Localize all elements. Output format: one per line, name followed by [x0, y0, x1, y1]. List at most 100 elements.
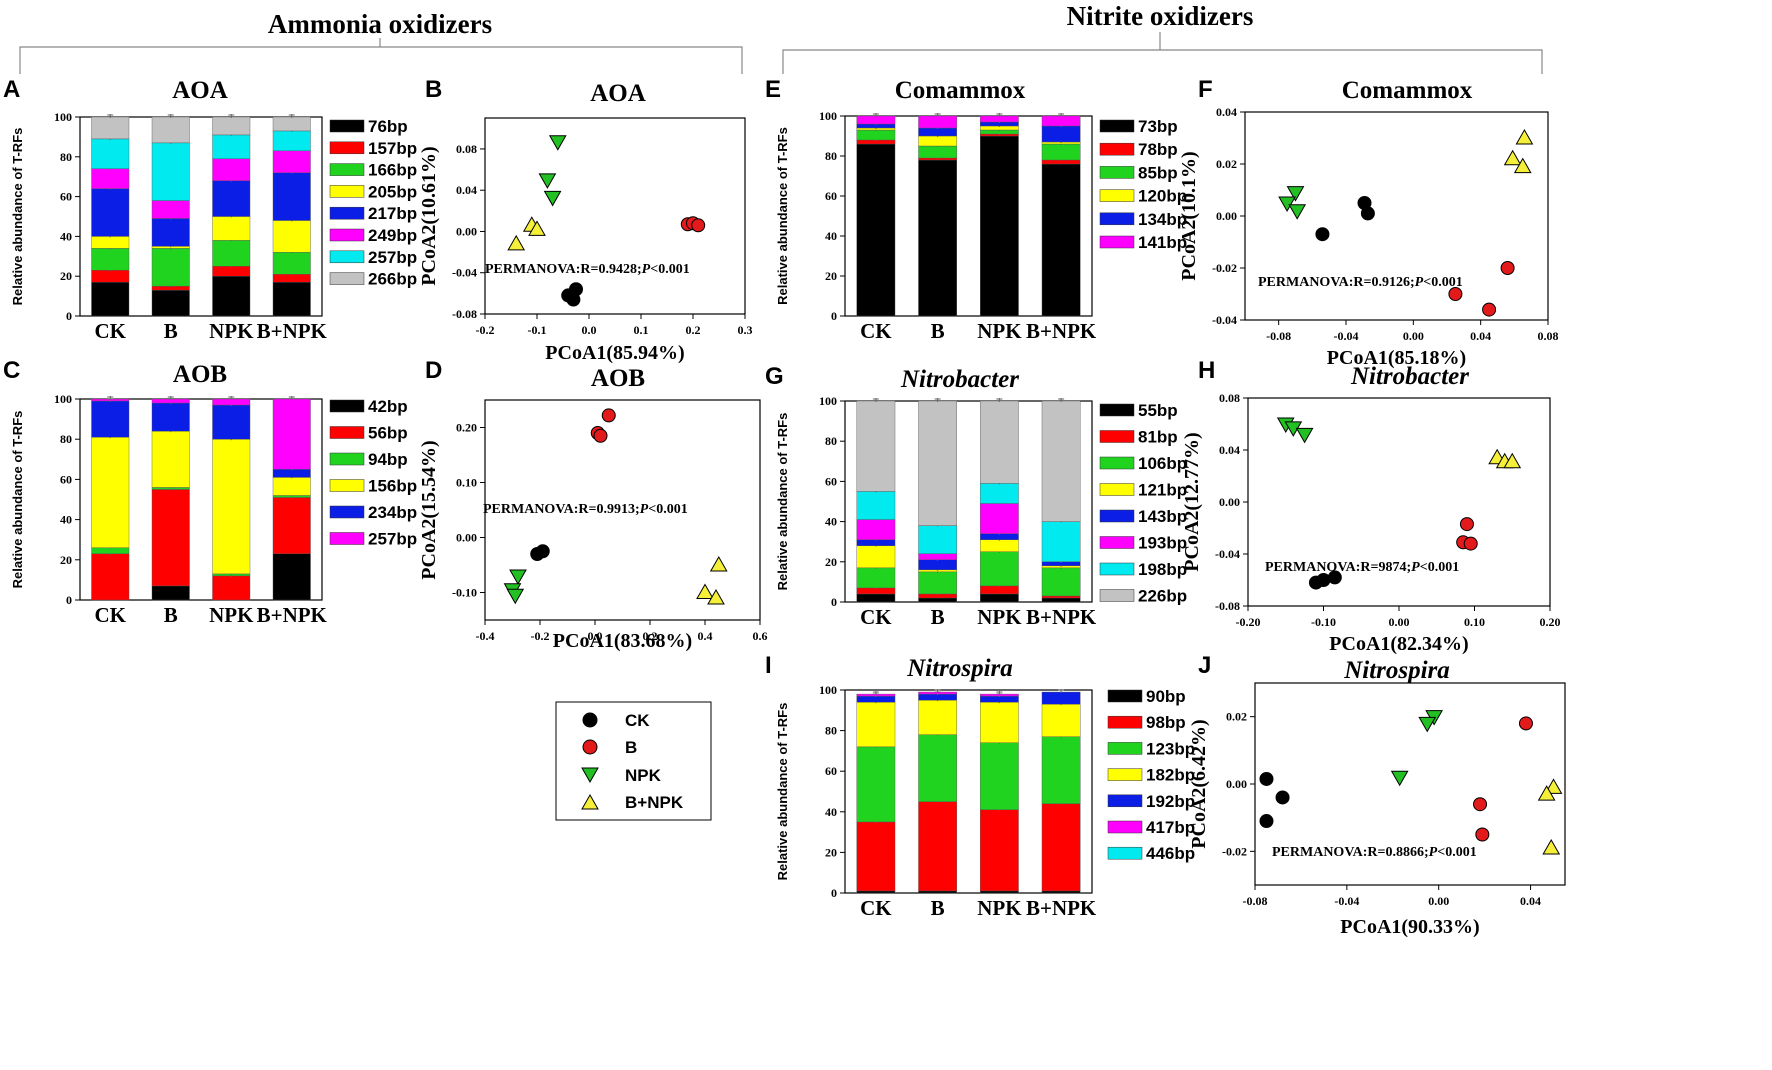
y-tick-label-f: -0.04	[1212, 313, 1237, 327]
legend-label-a-157bp: 157bp	[368, 139, 417, 158]
legend-swatch-a-249bp	[329, 228, 365, 242]
legend-label-g-81bp: 81bp	[1138, 428, 1178, 447]
chart-title-i: Nitrospira	[906, 655, 1013, 682]
panel-g-bar-chart: G Nitrobacter 0 20 40 60 80 100 Relative abundan…	[765, 363, 1187, 629]
legend-swatch-a-257bp	[329, 250, 365, 264]
bar-segment-i-bplusnpk-192bp	[1041, 691, 1081, 705]
bar-segment-a-b-76bp	[151, 289, 190, 317]
bar-segment-c-npk-56bp	[212, 575, 251, 601]
x-category-label-a-npk: NPK	[209, 319, 254, 343]
point-d-bplusnpk-3	[707, 588, 725, 605]
y-tick-label-e: 40	[825, 229, 837, 243]
point-f-npk-2	[1278, 196, 1296, 213]
bar-segment-c-b-42bp	[151, 585, 190, 601]
y-tick-label-b: 0.04	[456, 183, 477, 197]
bar-segment-i-b-90bp	[918, 890, 957, 894]
point-f-bplusnpk-1	[1515, 128, 1534, 145]
y-axis-label-i: Relative abundance of T-RFs	[775, 703, 790, 881]
y-tick-label-b: -0.08	[452, 307, 477, 321]
bar-segment-a-npk-257bp	[212, 134, 251, 159]
legend-frame	[555, 701, 712, 821]
point-d-npk-3	[506, 588, 525, 605]
group-title-ammonia: Ammonia oxidizers	[268, 9, 492, 39]
bar-segment-e-b-120bp	[918, 135, 957, 147]
bar-segment-i-b-98bp	[918, 801, 957, 892]
bar-segment-e-bplusnpk-85bp	[1041, 143, 1081, 161]
bar-segment-g-npk-198bp	[980, 483, 1019, 504]
legend-label-ck: CK	[625, 711, 650, 730]
point-h-npk-3	[1295, 427, 1314, 444]
legend-swatch-c-94bp	[329, 452, 365, 466]
point-f-npk-3	[1288, 204, 1307, 220]
legend-label-g-106bp: 106bp	[1138, 454, 1187, 473]
point-f-npk-1	[1286, 186, 1305, 202]
y-tick-label-e: 60	[825, 189, 837, 203]
legend-swatch-g-106bp	[1099, 456, 1135, 470]
point-j-bplusnpk-3	[1542, 838, 1561, 855]
permanova-pvalue-h: <0.001	[1420, 560, 1459, 575]
y-tick-label-h: 0.04	[1219, 443, 1240, 457]
bar-segment-g-b-143bp	[918, 559, 957, 571]
point-f-b-1	[1500, 261, 1515, 275]
bar-segment-c-b-56bp	[151, 489, 190, 587]
point-d-bplusnpk-2	[696, 583, 714, 599]
x-category-label-c-ck: CK	[95, 603, 127, 627]
bar-segment-a-npk-217bp	[212, 180, 251, 217]
point-f-bplusnpk-2	[1503, 149, 1522, 166]
legend-label-e-141bp: 141bp	[1138, 233, 1187, 252]
y-tick-label-i: 0	[831, 886, 837, 900]
bar-segment-a-bplusnpk-257bp	[272, 130, 311, 152]
x-category-label-a-ck: CK	[95, 319, 127, 343]
x-tick-label-b: -0.1	[528, 323, 547, 337]
chart-title-j: Nitrospira	[1343, 657, 1450, 684]
bar-segment-a-npk-249bp	[212, 158, 251, 181]
plot-frame-i	[844, 689, 1093, 894]
x-tick-label-h: -0.10	[1311, 615, 1336, 629]
bar-segment-c-npk-234bp	[212, 404, 251, 440]
bar-segment-a-bplusnpk-266bp	[272, 116, 311, 132]
panel-letter-i: I	[765, 652, 772, 679]
point-j-ck-1	[1259, 771, 1274, 786]
legend-label-npk: NPK	[625, 766, 662, 785]
bar-segment-g-ck-193bp	[856, 519, 896, 540]
bar-segment-g-b-106bp	[918, 571, 957, 595]
point-f-b-3	[1482, 302, 1497, 317]
bar-segment-g-ck-198bp	[856, 491, 896, 520]
bar-segment-i-npk-90bp	[980, 890, 1019, 894]
legend-label-e-85bp: 85bp	[1138, 163, 1178, 182]
x-tick-label-d: 0.2	[643, 629, 658, 643]
legend-label-i-417bp: 417bp	[1146, 818, 1195, 837]
y-tick-label-e: 20	[825, 269, 837, 283]
bar-segment-a-ck-205bp	[91, 236, 130, 249]
x-tick-label-j: 0.00	[1428, 894, 1449, 908]
legend-entry-b: B	[582, 738, 637, 757]
legend-swatch-g-81bp	[1099, 430, 1135, 443]
legend-swatch-e-120bp	[1099, 189, 1135, 202]
point-b-npk-3	[543, 190, 562, 207]
plot-frame-e	[844, 115, 1093, 317]
bar-segment-a-bplusnpk-76bp	[272, 281, 311, 317]
point-d-b-2	[593, 428, 608, 443]
panel-j-pcoa-chart: J Nitrospira -0.08 -0.04 0.00 0.04 -0.02 0.00 0.…	[1188, 652, 1566, 938]
chart-title-h: Nitrobacter	[1350, 363, 1469, 390]
legend-swatch-e-134bp	[1099, 212, 1135, 226]
point-b-ck-3	[569, 282, 583, 297]
legend-label-g-143bp: 143bp	[1138, 507, 1187, 526]
legend-swatch-g-226bp	[1099, 589, 1135, 602]
x-tick-label-d: 0.6	[753, 629, 768, 643]
y-tick-label-h: -0.08	[1215, 599, 1240, 613]
bar-segment-a-bplusnpk-205bp	[272, 220, 311, 253]
legend-swatch-g-55bp	[1099, 403, 1135, 417]
x-tick-label-h: -0.20	[1236, 615, 1261, 629]
x-axis-label-f: PCoA1(85.18%)	[1327, 347, 1466, 369]
x-tick-label-h: 0.00	[1389, 615, 1410, 629]
y-axis-label-b: PCoA2(10.61%)	[418, 146, 440, 285]
legend-swatch-a-217bp	[329, 206, 365, 220]
chart-title-a: AOA	[172, 77, 228, 104]
legend-swatch-i-192bp	[1107, 794, 1143, 808]
y-tick-label-c: 80	[60, 432, 72, 446]
point-j-b-2	[1473, 797, 1488, 812]
permanova-p-b: P	[642, 262, 651, 277]
bar-segment-c-npk-156bp	[212, 439, 251, 575]
